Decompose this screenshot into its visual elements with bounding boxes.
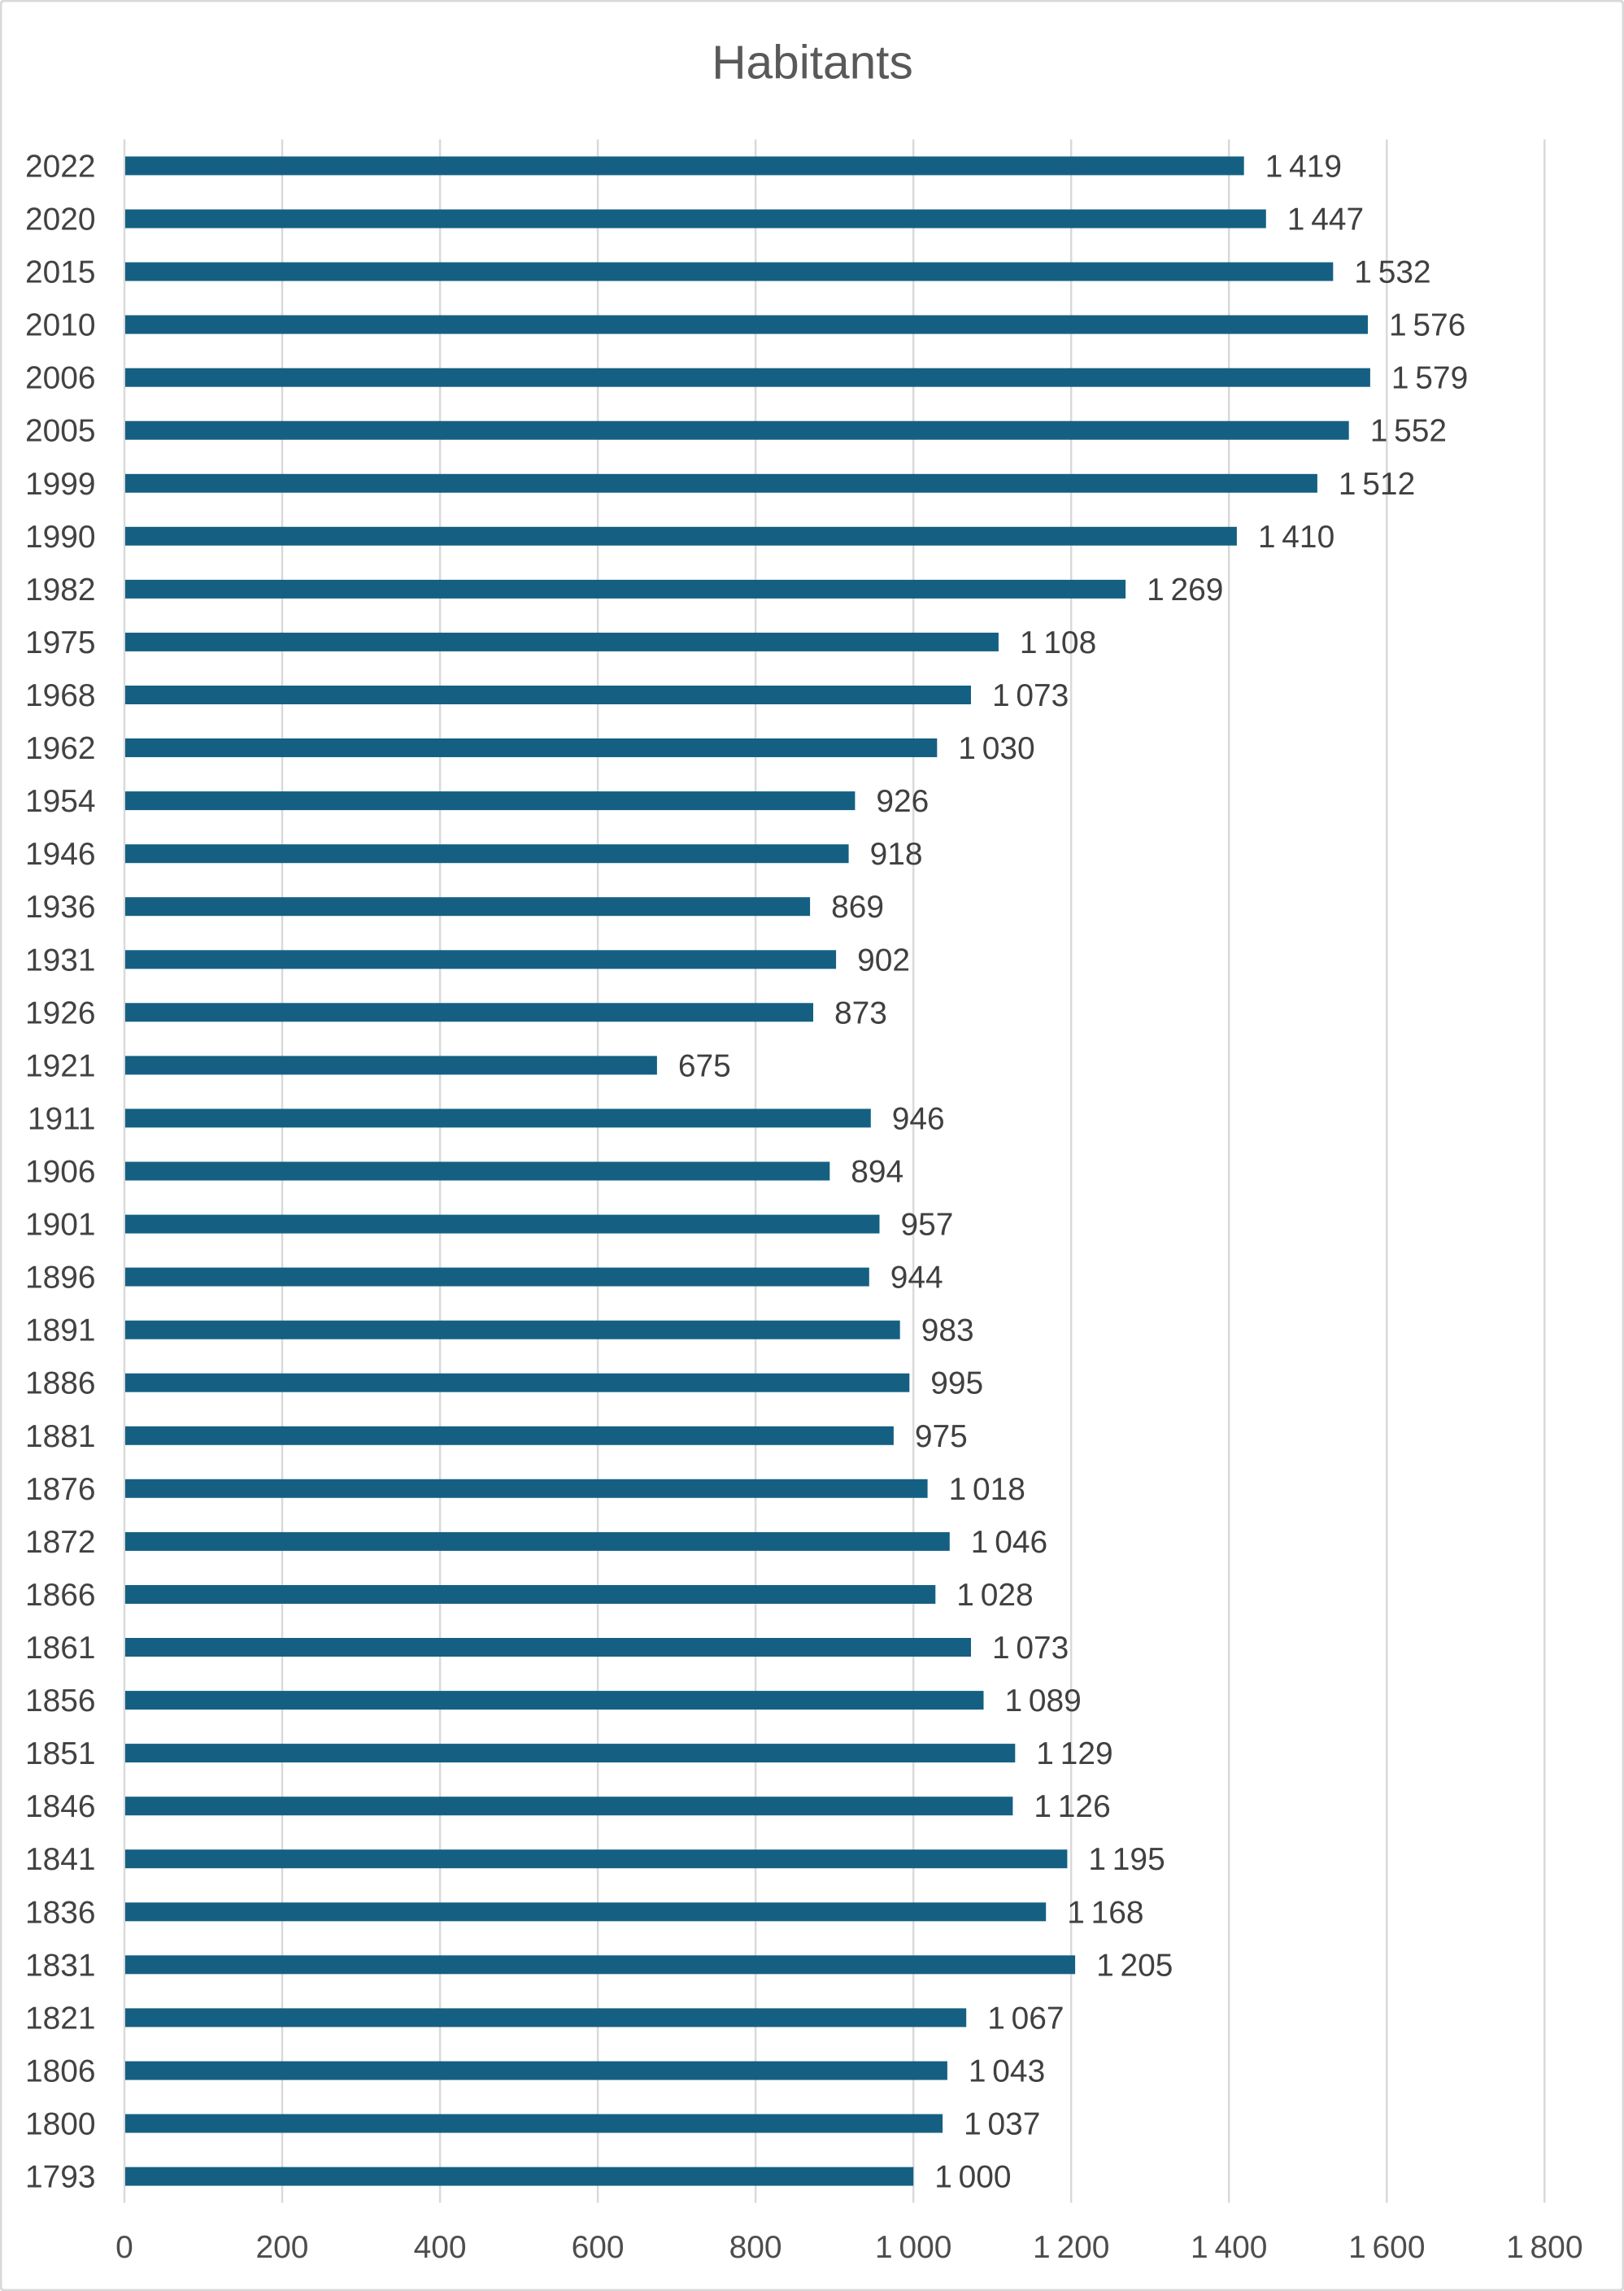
svg-text:1886: 1886 — [25, 1366, 96, 1401]
svg-text:1926: 1926 — [25, 995, 96, 1030]
svg-text:1841: 1841 — [25, 1842, 96, 1877]
svg-text:1851: 1851 — [25, 1736, 96, 1771]
svg-text:1 600: 1 600 — [1348, 2230, 1425, 2265]
svg-text:1 532: 1 532 — [1354, 255, 1430, 290]
svg-text:1 046: 1 046 — [971, 1525, 1047, 1560]
svg-text:1 579: 1 579 — [1391, 361, 1468, 396]
svg-text:1 205: 1 205 — [1096, 1948, 1173, 1983]
svg-text:873: 873 — [834, 995, 887, 1030]
svg-text:1 108: 1 108 — [1020, 625, 1096, 660]
svg-text:995: 995 — [930, 1366, 983, 1401]
svg-text:1 073: 1 073 — [992, 1631, 1069, 1666]
svg-text:902: 902 — [857, 943, 910, 978]
svg-text:1901: 1901 — [25, 1208, 96, 1243]
svg-text:1 089: 1 089 — [1005, 1683, 1082, 1718]
svg-text:1 269: 1 269 — [1147, 573, 1223, 608]
svg-text:675: 675 — [678, 1048, 731, 1083]
svg-text:1861: 1861 — [25, 1631, 96, 1666]
svg-text:1 447: 1 447 — [1287, 203, 1364, 237]
svg-text:1 800: 1 800 — [1506, 2230, 1583, 2265]
svg-text:600: 600 — [572, 2230, 625, 2265]
svg-text:1846: 1846 — [25, 1789, 96, 1824]
svg-text:1968: 1968 — [25, 678, 96, 713]
svg-text:Habitants: Habitants — [712, 37, 913, 89]
svg-text:1 073: 1 073 — [992, 678, 1069, 713]
svg-text:1975: 1975 — [25, 625, 96, 660]
svg-text:1 129: 1 129 — [1036, 1736, 1112, 1771]
svg-text:1 576: 1 576 — [1389, 308, 1465, 343]
svg-text:2005: 2005 — [25, 414, 96, 449]
svg-text:1 043: 1 043 — [969, 2054, 1045, 2089]
svg-text:1896: 1896 — [25, 1261, 96, 1296]
svg-text:1931: 1931 — [25, 943, 96, 978]
svg-text:1 168: 1 168 — [1067, 1895, 1143, 1930]
svg-text:944: 944 — [890, 1261, 943, 1296]
svg-text:1 512: 1 512 — [1339, 467, 1415, 502]
svg-text:975: 975 — [915, 1419, 968, 1454]
svg-text:1 000: 1 000 — [875, 2230, 951, 2265]
svg-text:926: 926 — [876, 784, 929, 819]
svg-text:200: 200 — [256, 2230, 309, 2265]
svg-text:1881: 1881 — [25, 1419, 96, 1454]
svg-text:1 030: 1 030 — [958, 731, 1034, 766]
svg-text:1 067: 1 067 — [987, 2001, 1064, 2036]
svg-text:1876: 1876 — [25, 1472, 96, 1507]
svg-text:1 400: 1 400 — [1191, 2230, 1267, 2265]
svg-text:1 018: 1 018 — [949, 1472, 1025, 1507]
svg-text:1 552: 1 552 — [1370, 414, 1447, 449]
svg-text:869: 869 — [831, 890, 884, 925]
svg-text:1891: 1891 — [25, 1313, 96, 1348]
svg-text:400: 400 — [414, 2230, 467, 2265]
svg-text:1 419: 1 419 — [1265, 149, 1342, 184]
svg-text:1856: 1856 — [25, 1683, 96, 1718]
svg-text:983: 983 — [921, 1313, 974, 1348]
svg-text:2015: 2015 — [25, 255, 96, 290]
svg-text:1936: 1936 — [25, 890, 96, 925]
svg-text:1962: 1962 — [25, 731, 96, 766]
svg-text:1 028: 1 028 — [956, 1578, 1033, 1613]
svg-text:1806: 1806 — [25, 2054, 96, 2089]
svg-text:1821: 1821 — [25, 2001, 96, 2036]
svg-text:1911: 1911 — [28, 1101, 96, 1136]
svg-text:1793: 1793 — [25, 2160, 96, 2195]
svg-text:1 126: 1 126 — [1034, 1789, 1110, 1824]
svg-text:946: 946 — [892, 1101, 945, 1136]
svg-text:1990: 1990 — [25, 520, 96, 555]
svg-text:1872: 1872 — [25, 1525, 96, 1560]
svg-text:800: 800 — [729, 2230, 782, 2265]
svg-text:1831: 1831 — [25, 1948, 96, 1983]
svg-text:1 000: 1 000 — [934, 2160, 1011, 2195]
svg-text:1800: 1800 — [25, 2107, 96, 2142]
svg-text:1 410: 1 410 — [1258, 520, 1334, 555]
svg-text:1946: 1946 — [25, 837, 96, 872]
svg-text:1866: 1866 — [25, 1578, 96, 1613]
svg-text:1 195: 1 195 — [1088, 1842, 1165, 1877]
svg-text:0: 0 — [115, 2230, 133, 2265]
svg-text:1954: 1954 — [25, 784, 96, 819]
svg-text:957: 957 — [901, 1208, 954, 1243]
svg-text:918: 918 — [870, 837, 923, 872]
svg-text:2020: 2020 — [25, 203, 96, 237]
svg-text:1906: 1906 — [25, 1155, 96, 1190]
svg-text:1999: 1999 — [25, 467, 96, 502]
svg-text:2006: 2006 — [25, 361, 96, 396]
svg-text:1 037: 1 037 — [964, 2107, 1040, 2142]
svg-text:1836: 1836 — [25, 1895, 96, 1930]
svg-text:2010: 2010 — [25, 308, 96, 343]
svg-text:1 200: 1 200 — [1033, 2230, 1109, 2265]
svg-text:894: 894 — [851, 1155, 903, 1190]
svg-text:1921: 1921 — [25, 1048, 96, 1083]
svg-text:1982: 1982 — [25, 573, 96, 608]
svg-text:2022: 2022 — [25, 149, 96, 184]
